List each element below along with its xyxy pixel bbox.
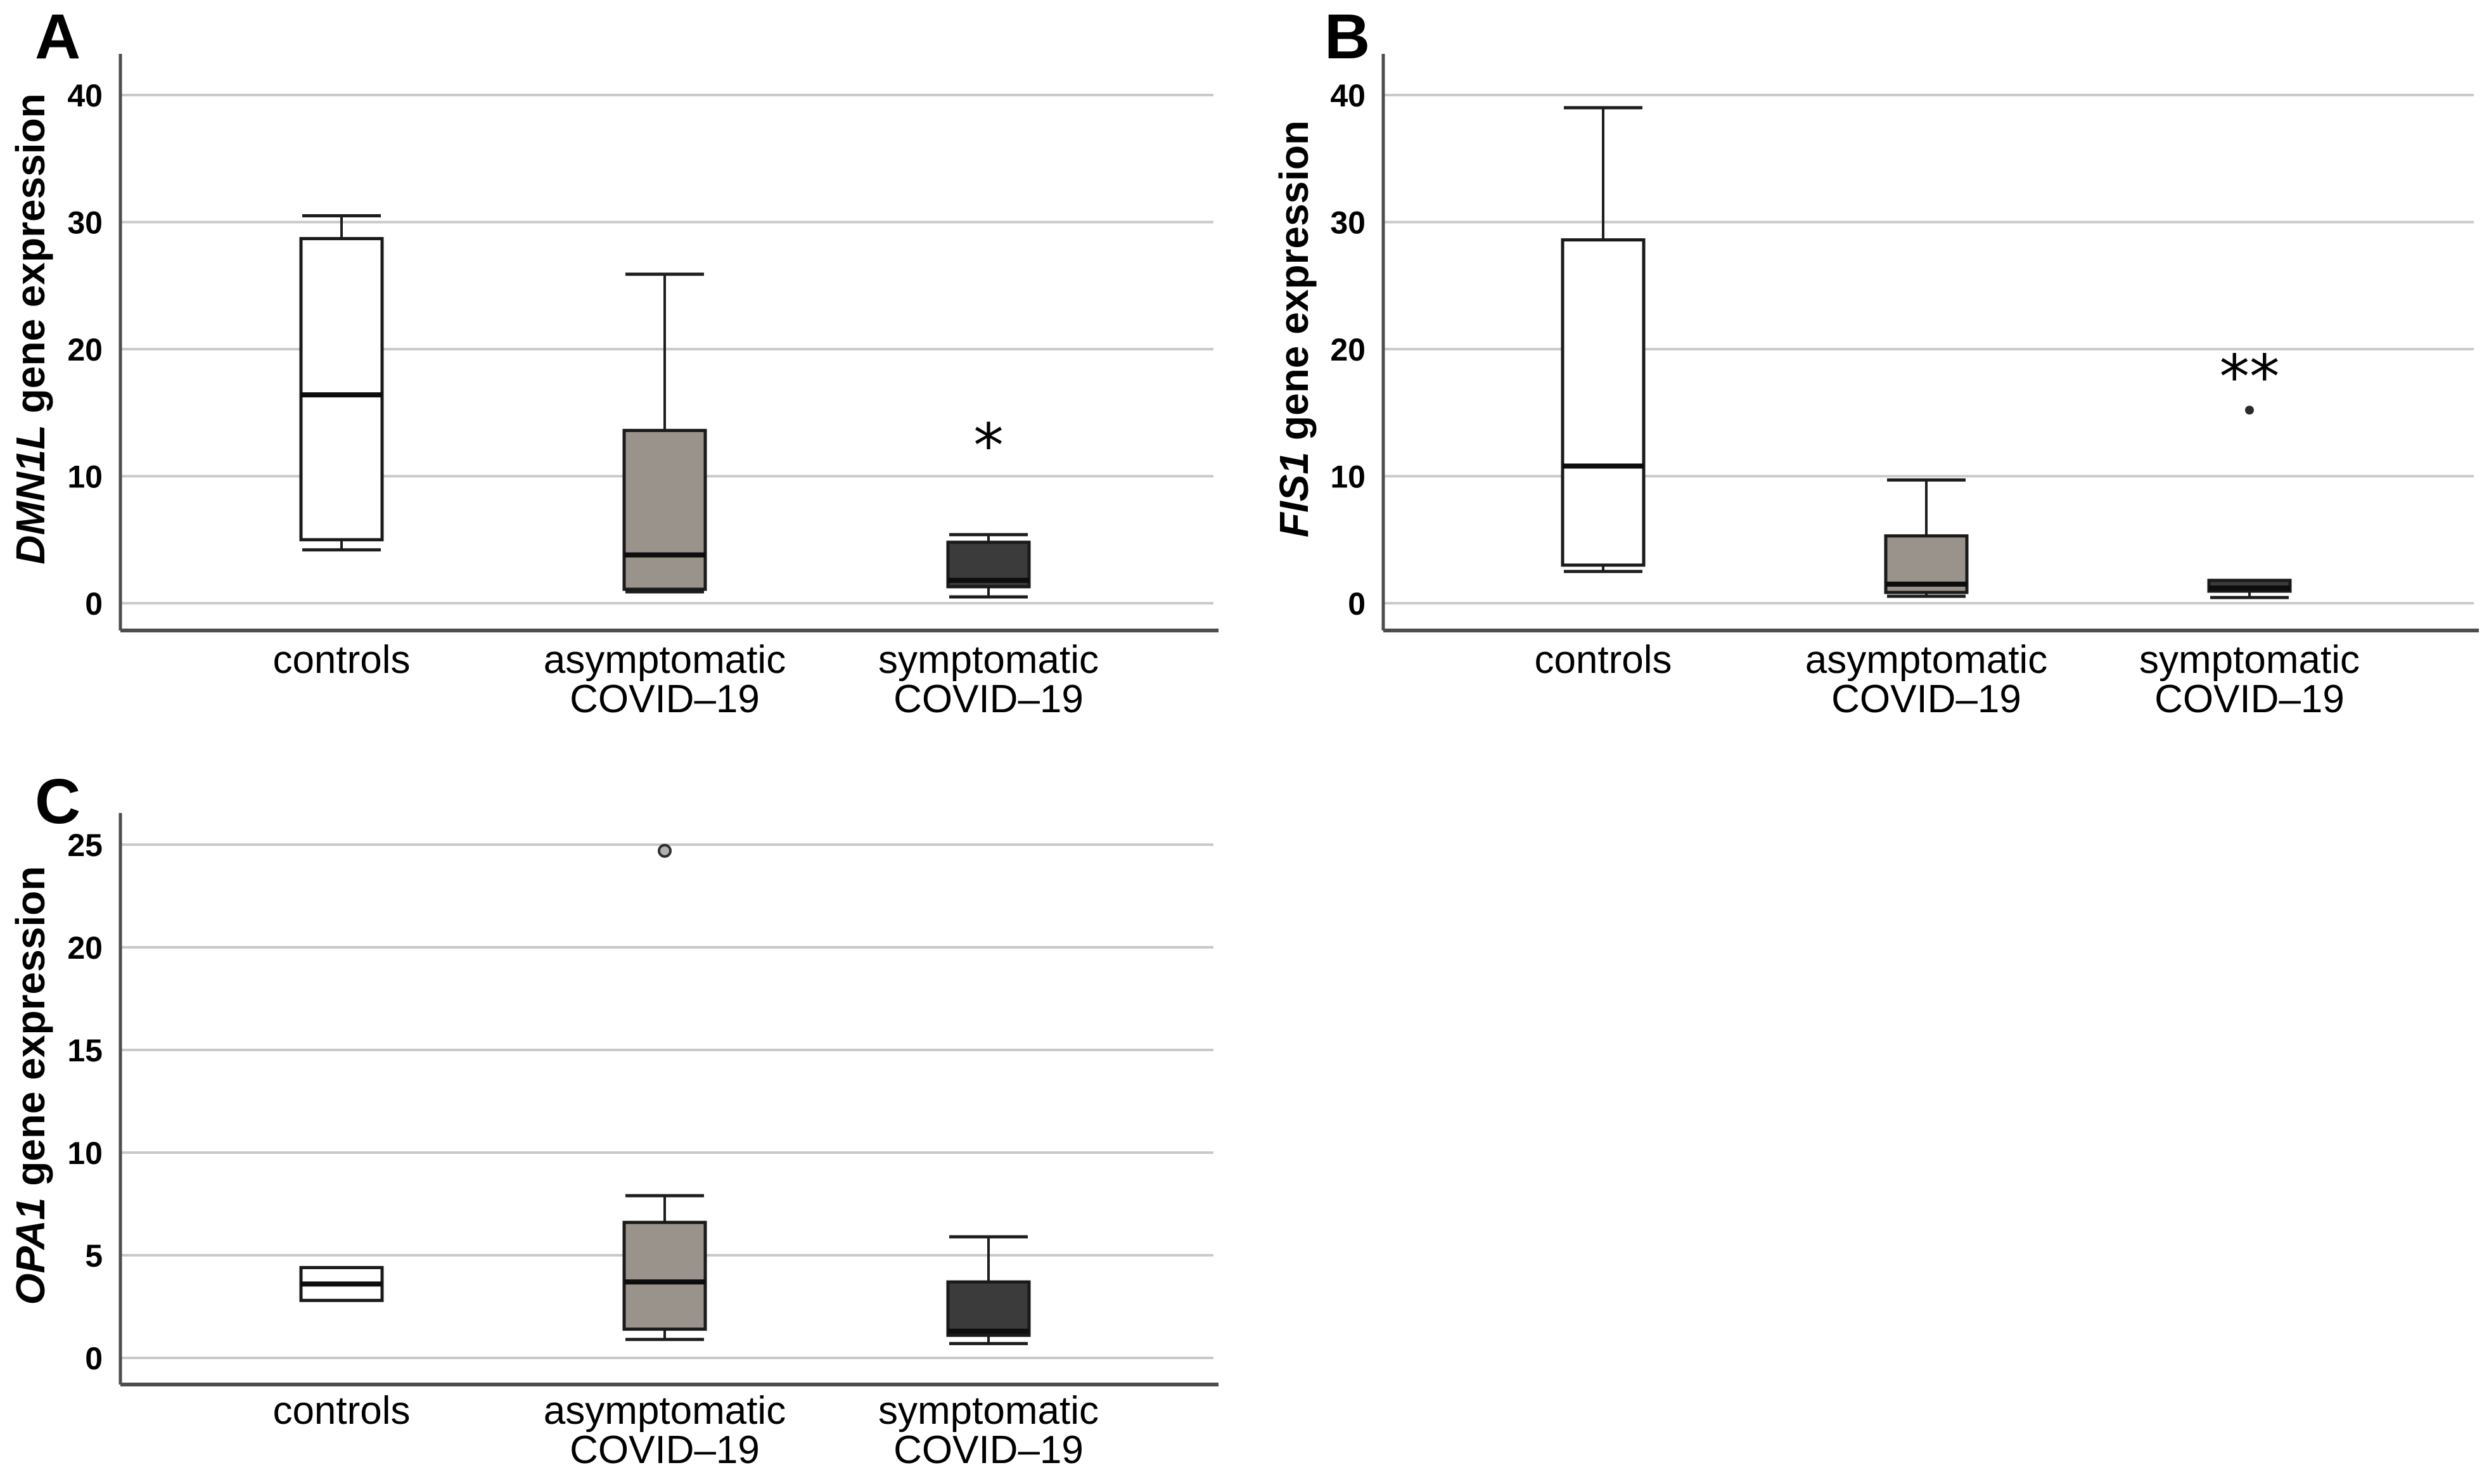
category-label: controls	[272, 638, 410, 682]
category-label: COVID–19	[893, 677, 1084, 721]
category-label: controls	[1534, 638, 1672, 682]
box-symptomatic-covid-19	[946, 1280, 1031, 1337]
panel-letter: A	[35, 1, 80, 72]
y-tick-label: 40	[1330, 78, 1366, 113]
category-label: symptomatic	[878, 638, 1099, 682]
y-axis-title: DMN1Lgene expression	[8, 93, 53, 565]
y-tick-label: 30	[1330, 205, 1366, 241]
y-tick-label: 10	[67, 459, 103, 495]
category-label: symptomatic	[878, 1389, 1099, 1433]
significance-annotation: *	[973, 411, 1004, 481]
category-label: controls	[272, 1389, 410, 1433]
y-tick-label: 25	[67, 828, 103, 863]
y-tick-label: 0	[1348, 586, 1366, 622]
y-tick-label: 0	[85, 1341, 103, 1376]
category-label: COVID–19	[2154, 677, 2345, 721]
panel-letter: B	[1324, 1, 1370, 72]
box-controls	[1561, 238, 1646, 567]
category-label: asymptomatic	[544, 1389, 786, 1433]
y-tick-label: 20	[1330, 332, 1366, 368]
category-label: asymptomatic	[544, 638, 786, 682]
y-tick-label: 10	[1330, 459, 1366, 495]
category-label: symptomatic	[2139, 638, 2360, 682]
category-label: asymptomatic	[1805, 638, 2047, 682]
category-label: COVID–19	[570, 677, 760, 721]
y-tick-label: 10	[67, 1135, 103, 1171]
y-tick-label: 0	[85, 586, 103, 622]
y-tick-label: 20	[67, 930, 103, 966]
outlier-point	[658, 843, 672, 858]
box-asymptomatic-covid-19	[622, 428, 707, 591]
y-tick-label: 30	[67, 205, 103, 241]
significance-annotation: **	[2220, 343, 2280, 413]
y-tick-label: 5	[85, 1238, 103, 1274]
y-tick-label: 15	[67, 1033, 103, 1068]
y-tick-label: 20	[67, 332, 103, 368]
y-tick-label: 40	[67, 78, 103, 113]
box-controls	[299, 237, 384, 542]
y-axis-title: FIS1gene expression	[1271, 120, 1317, 537]
category-label: COVID–19	[893, 1428, 1084, 1472]
category-label: COVID–19	[1831, 677, 2021, 721]
category-label: COVID–19	[570, 1428, 760, 1472]
panel-letter: C	[35, 766, 80, 837]
outlier-point	[2245, 406, 2254, 415]
y-axis-title: OPA1gene expression	[8, 866, 53, 1305]
box-asymptomatic-covid-19	[622, 1220, 707, 1331]
